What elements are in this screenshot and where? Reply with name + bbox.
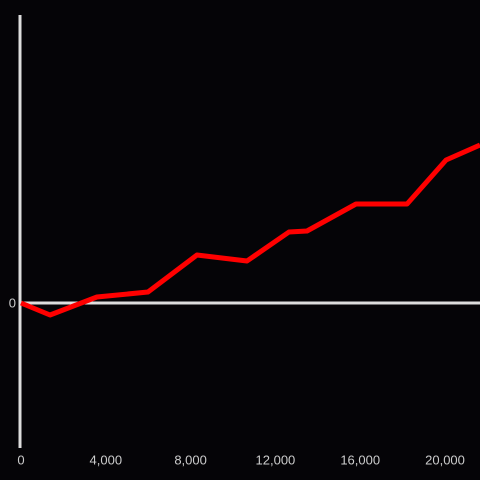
data-line [20, 142, 480, 318]
x-tick-label: 12,000 [256, 452, 296, 467]
x-tick-label: 8,000 [174, 452, 207, 467]
x-tick-label: 0 [17, 452, 24, 467]
x-tick-label: 4,000 [90, 452, 123, 467]
y-tick-label: 0 [9, 295, 16, 310]
x-tick-label: 16,000 [340, 452, 380, 467]
x-tick-label: 20,000 [425, 452, 465, 467]
